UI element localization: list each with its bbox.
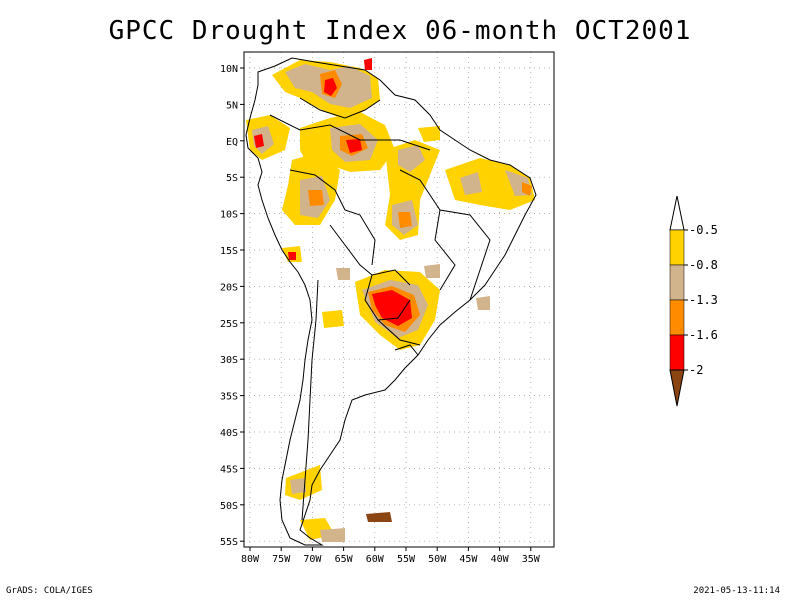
longitude-labels: 80W 75W 70W 65W 60W 55W 50W 45W 40W 35W <box>241 547 541 565</box>
drought-area-bolivia-tan <box>336 268 350 280</box>
lon-tick-label: 55W <box>397 554 416 565</box>
drought-area-peru-orange <box>308 190 324 206</box>
lat-tick-label: 30S <box>220 355 238 366</box>
border-amazon <box>269 114 431 151</box>
border-argentina-chile <box>301 279 319 521</box>
coastlines-and-borders <box>245 57 537 546</box>
border-north <box>299 97 381 119</box>
drought-area-ne-orange <box>522 182 532 196</box>
lat-tick-label: 50S <box>220 501 238 512</box>
lon-tick-label: 80W <box>241 554 260 565</box>
footer-timestamp: 2021-05-13-11:14 <box>693 586 780 596</box>
lat-tick-label: 55S <box>220 537 238 548</box>
drought-area-amazon-red <box>346 139 362 153</box>
drought-area-south-red <box>372 290 412 326</box>
lat-tick-label: 40S <box>220 428 238 439</box>
legend-label: -0.5 <box>689 223 718 237</box>
drought-area-se-tan <box>476 296 490 310</box>
lat-tick-label: EQ <box>226 137 238 148</box>
lat-tick-label: 35S <box>220 392 238 403</box>
drought-area-andes-red <box>288 252 296 260</box>
legend-swatch <box>669 264 685 301</box>
lat-tick-label: 45S <box>220 464 238 475</box>
legend-label: -1.6 <box>689 328 718 342</box>
border-uruguay <box>394 344 419 356</box>
lat-tick-label: 25S <box>220 319 238 330</box>
lat-tick-label: 20S <box>220 282 238 293</box>
legend-arrow-bottom <box>669 369 685 407</box>
lon-tick-label: 35W <box>522 554 541 565</box>
drought-area-falklands-brown <box>366 512 392 522</box>
lon-tick-label: 40W <box>491 554 510 565</box>
drought-area-tierra-tan <box>320 528 345 542</box>
lon-tick-label: 65W <box>335 554 354 565</box>
drought-area-central-tan-2 <box>398 145 425 172</box>
legend-label: -1.3 <box>689 293 718 307</box>
drought-shading <box>246 58 535 542</box>
legend-swatch <box>669 334 685 371</box>
border-peru-brazil <box>289 169 376 266</box>
drought-area-west-red <box>254 134 264 148</box>
legend-swatch <box>669 229 685 266</box>
drought-area-north-red <box>324 78 337 96</box>
latitude-labels: 10N 5N EQ 5S 10S 15S 20S 25S 30S 35S 40S 45S 50S 55S <box>220 64 244 548</box>
map-title: GPCC Drought Index 06-month OCT2001 <box>108 16 692 46</box>
lon-tick-label: 45W <box>459 554 478 565</box>
lat-tick-label: 15S <box>220 246 238 257</box>
legend-arrow-top <box>669 195 685 231</box>
south-america-coastline <box>245 57 537 546</box>
lon-tick-label: 75W <box>272 554 291 565</box>
lat-tick-label: 5S <box>226 173 238 184</box>
drought-area-north-red-2 <box>364 58 372 70</box>
map-frame <box>243 51 555 548</box>
drought-area-ne-yellow <box>445 158 535 210</box>
border-bolivia <box>329 224 411 286</box>
lat-tick-label: 10S <box>220 210 238 221</box>
drought-area-ne-tan <box>460 172 482 195</box>
color-legend: -0.5 -0.8 -1.3 -1.6 -2 <box>669 195 718 407</box>
legend-swatch <box>669 299 685 336</box>
lon-tick-label: 70W <box>303 554 322 565</box>
lon-tick-label: 50W <box>428 554 447 565</box>
drought-area-coast-yellow <box>322 310 344 328</box>
legend-label: -0.8 <box>689 258 718 272</box>
legend-label: -2 <box>689 363 703 377</box>
drought-area-ne-yellow-2 <box>418 126 440 142</box>
border-brazil-states <box>399 169 491 301</box>
lat-tick-label: 10N <box>220 64 238 75</box>
drought-area-patagonia-tan <box>290 478 306 494</box>
border-argentina-east <box>377 319 421 346</box>
drought-area-central-orange <box>398 212 412 228</box>
footer-credit: GrADS: COLA/IGES <box>6 586 93 596</box>
drought-area-interior-tan <box>424 264 440 278</box>
border-brazil-states-2 <box>434 209 456 291</box>
lat-tick-label: 5N <box>226 100 238 111</box>
lon-tick-label: 60W <box>366 554 385 565</box>
